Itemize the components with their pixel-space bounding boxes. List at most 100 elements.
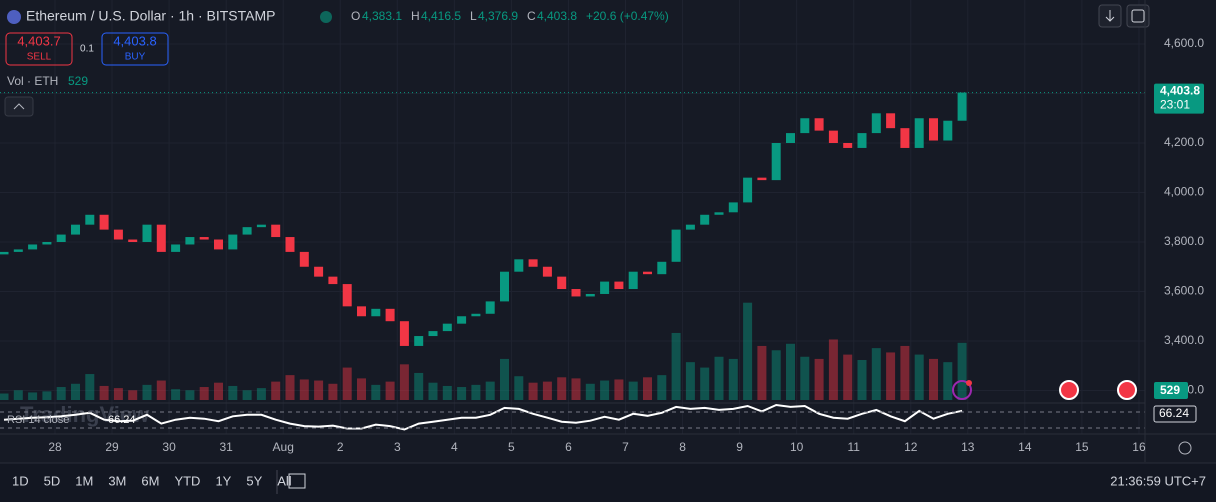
candle-body [171,244,181,252]
volume-last: 529 [68,74,88,88]
candle-body [528,259,538,267]
change: +20.6 (+0.47%) [586,9,669,23]
volume-bar [628,381,638,400]
clock: 21:36:59 UTC+7 [1110,473,1206,488]
candle-body [99,214,109,230]
date-range-icon[interactable] [288,473,306,489]
x-tick-label: 11 [847,440,860,454]
candle-body [843,143,853,148]
timeframe-button[interactable]: 6M [141,473,159,488]
volume-bar [757,345,767,400]
candle-body [800,118,810,134]
x-tick-label: 8 [679,440,686,454]
timeframe-button[interactable]: 5D [44,473,61,488]
volume-bar [671,332,681,400]
volume-bar [714,356,724,400]
volume-bar [185,390,195,400]
event-icon[interactable] [952,380,972,400]
last-price-label: 4,403.8 [1160,84,1200,98]
volume-bar [657,375,667,400]
x-tick-label: Aug [273,440,294,454]
collapse-icon [13,103,25,110]
timeframe-button[interactable]: YTD [174,473,200,488]
volume-bar [242,390,252,400]
candle-body [285,237,295,252]
sell-label: SELL [27,52,52,63]
volume-bar [371,384,381,400]
download-icon [1105,10,1115,22]
volume-bar [871,348,881,400]
volume-bar [0,393,9,400]
candle-body [199,237,209,240]
volume-bar [914,354,924,400]
o-value: 4,383.1 [362,9,402,23]
rsi-name: RSI 14 close [7,414,69,426]
candle-body [743,177,753,203]
timeframe-button[interactable]: 3M [108,473,126,488]
c-value: 4,403.8 [537,9,577,23]
candle-body [957,92,967,121]
rsi-tag [1153,405,1197,423]
timeframe-button[interactable]: All [277,473,292,488]
candle-body [542,266,552,277]
candle-body [142,224,152,242]
candle-body [442,323,452,332]
sell-button[interactable] [5,32,73,66]
x-tick-label: 5 [508,440,515,454]
candle-body [643,271,652,275]
volume-bar [786,343,795,400]
l-value: 4,376.9 [478,9,518,23]
timeframe-button[interactable]: 5Y [246,473,262,488]
volume-bar [585,383,595,400]
timeframe-button[interactable]: 1M [75,473,93,488]
volume-bar [685,362,695,400]
o-key: O [351,9,360,23]
volume-bar [843,354,853,400]
volume-bar [528,382,538,400]
volume-bar [571,378,581,400]
candle-body [314,266,324,277]
candle-body [786,133,795,144]
candle-body [342,284,352,307]
volume-bar [743,302,753,400]
candle-body [328,276,338,285]
fullscreen-button[interactable] [1126,4,1150,28]
timeframe-button[interactable]: 1Y [215,473,231,488]
candle-body [485,301,495,314]
volume-bar [943,362,953,400]
candle-body [85,214,95,225]
rsi-last: 66.24 [108,414,136,426]
timeframe-button[interactable]: 1D [12,473,29,488]
settings-icon[interactable] [1178,441,1192,455]
candle-body [728,202,738,213]
candle-body [557,276,567,290]
volume-bar [428,382,438,400]
candle-body [0,251,9,255]
candle-body [185,237,195,245]
volume-bar [328,383,338,400]
last-price-tag [1154,83,1204,114]
candle-body [828,130,838,144]
buy-button[interactable] [101,32,169,66]
candle-body [514,259,524,272]
marks [0,92,1145,431]
us-event[interactable] [1059,380,1079,400]
volume-bar [99,385,109,400]
buy-label: BUY [125,52,146,63]
candle-body [914,118,924,148]
volume-bar [857,360,867,400]
volume-bar [600,380,610,400]
us-event[interactable] [1117,380,1137,400]
volume-bar [471,384,481,400]
x-tick-label: 13 [961,440,975,454]
candle-body [714,212,724,215]
volume-bar [886,352,896,400]
volume-bar [728,358,738,400]
x-tick-label: 12 [904,440,918,454]
collapse-button[interactable] [4,96,34,117]
x-tick-label: 31 [219,440,233,454]
candle-body [228,234,238,250]
candle-body [671,229,681,262]
volume-bar [700,367,710,400]
